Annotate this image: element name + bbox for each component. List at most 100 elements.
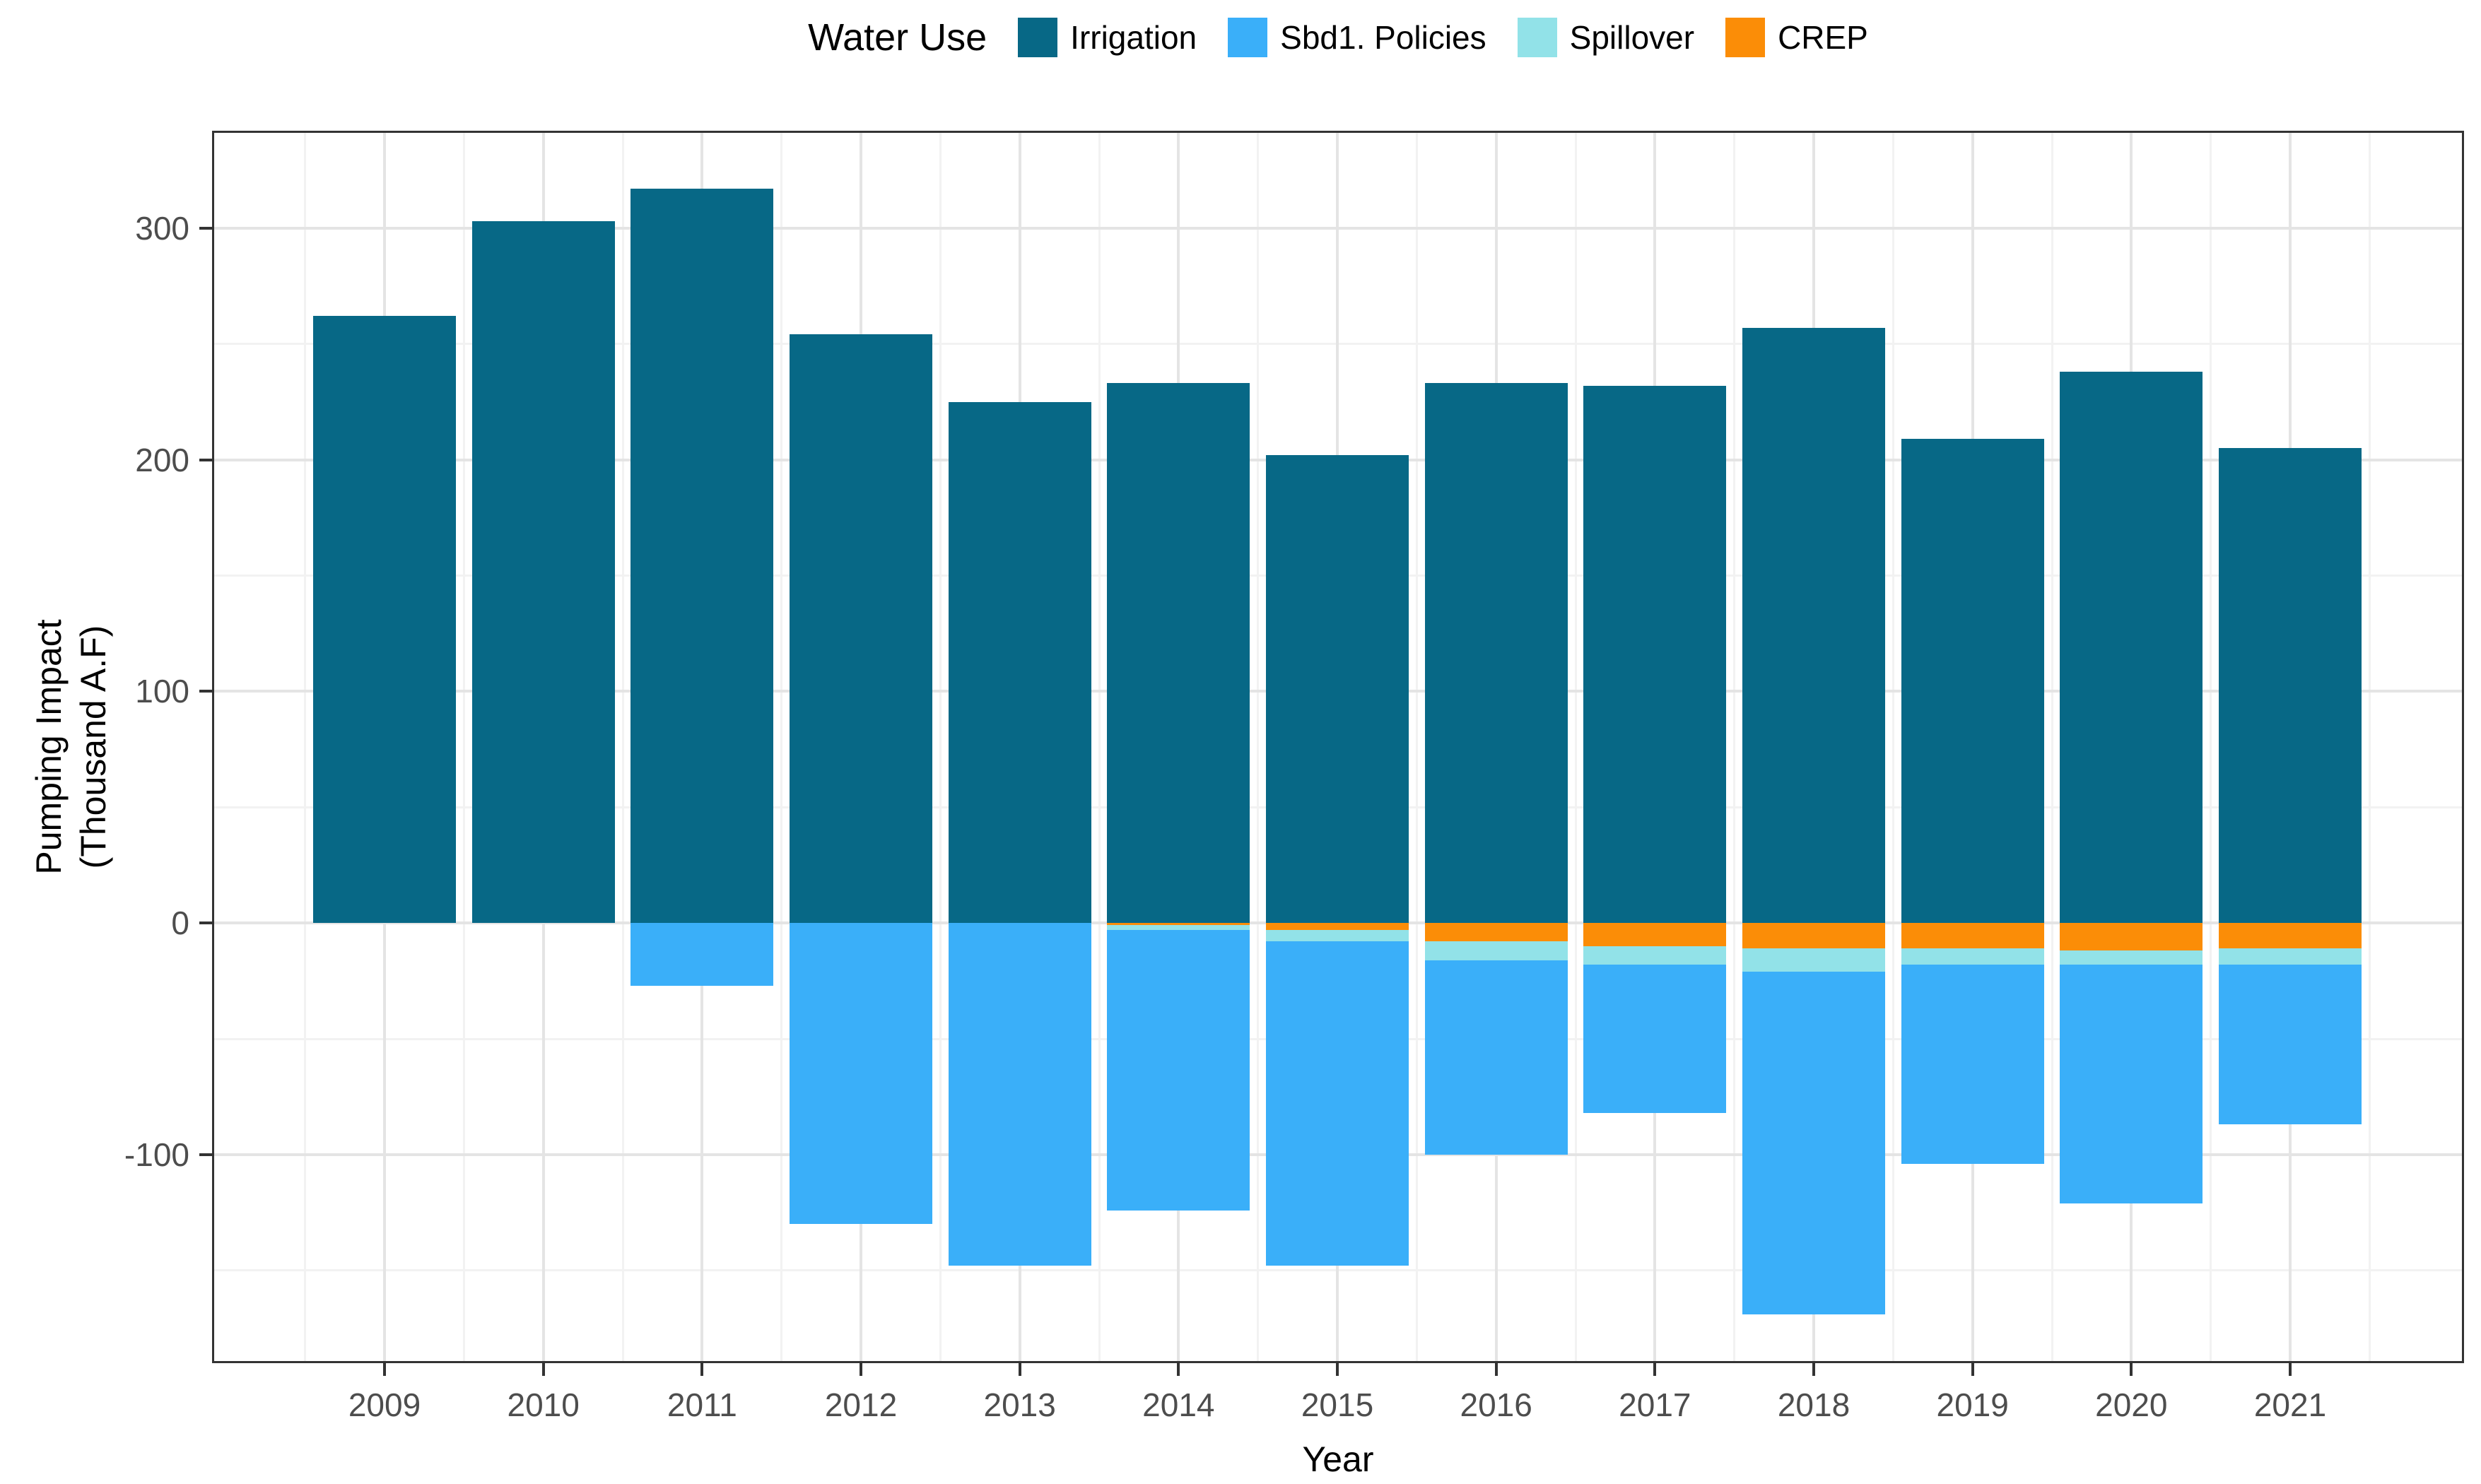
bar-segment-spillover <box>2060 950 2203 965</box>
gridline-x-minor <box>939 131 942 1363</box>
bar-segment-irrigation <box>2219 448 2362 924</box>
bar-segment-spillover <box>2219 948 2362 965</box>
legend-label: Spillover <box>1569 19 1695 56</box>
bar-segment-crep <box>1901 923 2044 949</box>
y-tick-mark <box>199 226 212 230</box>
bar-segment-sbd1-policies <box>2060 965 2203 1203</box>
y-tick-mark <box>199 690 212 693</box>
bar-segment-sbd1-policies <box>948 923 1091 1266</box>
legend-item-spillover: Spillover <box>1517 18 1695 57</box>
gridline-x-minor <box>1574 131 1577 1363</box>
y-tick-label: 0 <box>171 905 189 942</box>
gridline-x-minor <box>2368 131 2371 1363</box>
x-tick-mark <box>1177 1363 1180 1376</box>
x-tick-label: 2016 <box>1460 1386 1532 1423</box>
gridline-x-minor <box>621 131 624 1363</box>
bar-segment-crep <box>1266 923 1409 930</box>
x-tick-label: 2009 <box>348 1386 421 1423</box>
bar-segment-sbd1-policies <box>630 923 774 986</box>
x-tick-mark <box>1812 1363 1815 1376</box>
x-tick-label: 2017 <box>1619 1386 1691 1423</box>
x-tick-label: 2020 <box>2095 1386 2168 1423</box>
bar-segment-irrigation <box>948 401 1091 924</box>
gridline-x-minor <box>2051 131 2053 1363</box>
gridline-x-minor <box>1733 131 1736 1363</box>
x-tick-label: 2014 <box>1142 1386 1215 1423</box>
bar-segment-irrigation <box>1266 454 1409 924</box>
bar-segment-sbd1-policies <box>1424 960 1568 1155</box>
x-tick-mark <box>541 1363 545 1376</box>
bar-segment-crep <box>1107 923 1250 926</box>
x-tick-mark <box>700 1363 704 1376</box>
gridline-x-minor <box>1891 131 1894 1363</box>
x-tick-mark <box>1971 1363 1974 1376</box>
bar-segment-sbd1-policies <box>790 923 932 1225</box>
bar-segment-spillover <box>1742 948 1885 972</box>
bar-segment-irrigation <box>1901 439 2044 924</box>
gridline-x-minor <box>1098 131 1101 1363</box>
bar-segment-irrigation <box>1424 383 1568 924</box>
bar-segment-irrigation <box>471 220 615 924</box>
bar-segment-irrigation <box>630 188 774 924</box>
bar-segment-spillover <box>1583 946 1727 965</box>
bar-segment-crep <box>2060 923 2203 951</box>
bar-segment-irrigation <box>1583 385 1727 924</box>
bar-segment-crep <box>1742 923 1885 949</box>
legend-item-sbd1-policies: Sbd1. Policies <box>1228 18 1486 57</box>
y-tick-mark <box>199 1153 212 1156</box>
legend-swatch-icon <box>1018 18 1058 57</box>
panel-border <box>212 131 2464 1363</box>
legend-item-crep: CREP <box>1725 18 1868 57</box>
y-tick-label: 200 <box>135 441 189 478</box>
y-tick-label: 300 <box>135 209 189 247</box>
x-tick-mark <box>1336 1363 1339 1376</box>
bar-segment-irrigation <box>2060 371 2203 924</box>
y-axis-title-line2: (Thousand A.F) <box>73 625 113 869</box>
x-axis-title: Year <box>1302 1439 1374 1479</box>
gridline-x-minor <box>1257 131 1260 1363</box>
legend-item-irrigation: Irrigation <box>1018 18 1197 57</box>
x-tick-mark <box>383 1363 386 1376</box>
gridline-x-minor <box>304 131 307 1363</box>
legend-label: Sbd1. Policies <box>1280 19 1486 56</box>
legend-swatch-icon <box>1725 18 1766 57</box>
y-tick-label: 100 <box>135 673 189 710</box>
x-tick-label: 2021 <box>2253 1386 2327 1423</box>
bar-segment-spillover <box>1266 929 1409 942</box>
bar-segment-spillover <box>1107 925 1250 930</box>
gridline-x-minor <box>462 131 465 1363</box>
x-tick-mark <box>1494 1363 1498 1376</box>
legend-title: Water Use <box>808 16 987 59</box>
bar-segment-sbd1-policies <box>1266 941 1409 1266</box>
x-tick-label: 2018 <box>1777 1386 1851 1423</box>
x-tick-mark <box>1653 1363 1657 1376</box>
bar-segment-spillover <box>1424 941 1568 960</box>
x-tick-label: 2011 <box>667 1386 737 1423</box>
x-tick-mark <box>1018 1363 1021 1376</box>
bar-segment-spillover <box>1901 948 2044 965</box>
bar-segment-sbd1-policies <box>1901 965 2044 1165</box>
bar-segment-sbd1-policies <box>2219 965 2362 1125</box>
bar-segment-sbd1-policies <box>1742 971 1885 1315</box>
legend-label: CREP <box>1778 19 1868 56</box>
gridline-x-minor <box>780 131 783 1363</box>
bar-segment-crep <box>1583 923 1727 946</box>
x-tick-label: 2010 <box>507 1386 580 1423</box>
x-tick-label: 2015 <box>1301 1386 1374 1423</box>
bar-segment-irrigation <box>790 334 932 924</box>
legend: Water Use Irrigation Sbd1. Policies Spillo… <box>212 16 2464 59</box>
bar-segment-crep <box>1424 923 1568 942</box>
bar-segment-sbd1-policies <box>1107 929 1250 1211</box>
legend-swatch-icon <box>1517 18 1557 57</box>
x-tick-mark <box>860 1363 862 1376</box>
x-tick-label: 2013 <box>983 1386 1056 1423</box>
bar-segment-irrigation <box>313 316 456 924</box>
y-tick-label: -100 <box>124 1136 189 1173</box>
legend-swatch-icon <box>1228 18 1268 57</box>
bar-segment-irrigation <box>1107 383 1250 924</box>
y-tick-mark <box>199 921 212 925</box>
bar-segment-irrigation <box>1742 327 1885 924</box>
bar-segment-crep <box>2219 923 2362 949</box>
x-tick-mark <box>2289 1363 2292 1376</box>
